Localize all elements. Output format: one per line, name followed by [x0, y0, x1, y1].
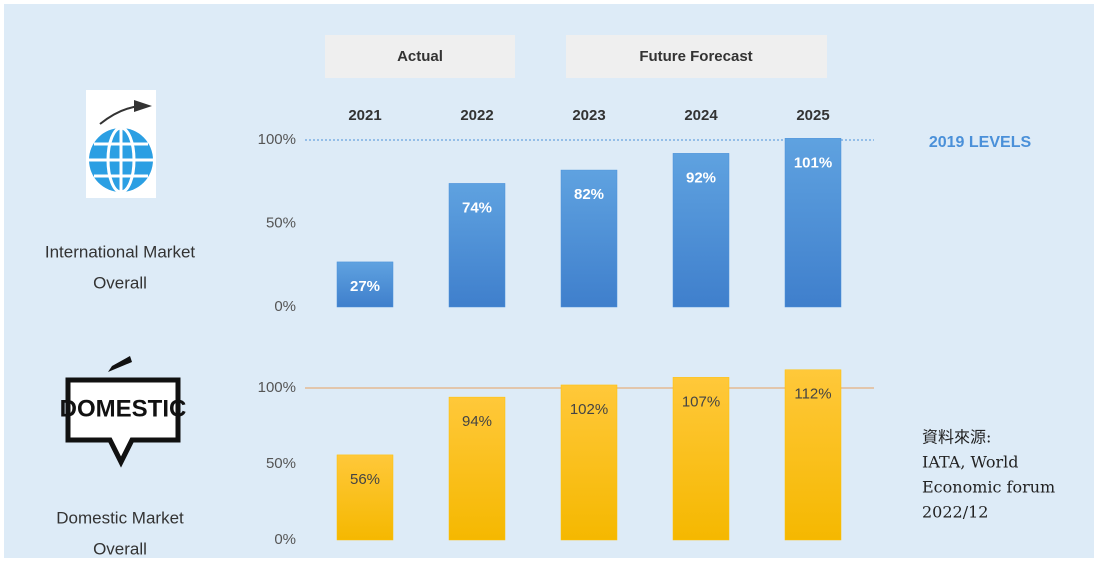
bar [672, 377, 730, 541]
bar [560, 169, 618, 308]
svg-text:DOMESTIC: DOMESTIC [60, 395, 187, 422]
y-tick-label: 100% [258, 131, 296, 148]
y-tick-label: 50% [266, 455, 296, 472]
header-box [325, 35, 515, 78]
value-label: 74% [462, 199, 492, 216]
value-label: 94% [462, 413, 492, 430]
y-tick-label: 0% [274, 298, 296, 315]
source-line: IATA, World [922, 453, 1019, 472]
bar [672, 153, 730, 308]
market-label: International Market [45, 242, 196, 261]
bar [448, 396, 506, 541]
source-line: Economic forum [922, 478, 1055, 497]
value-label: 107% [682, 393, 720, 410]
header-actual: Actual [397, 48, 443, 65]
header-forecast: Future Forecast [639, 48, 752, 65]
value-label: 101% [794, 154, 832, 171]
source-line: 資料來源: [922, 428, 991, 447]
reference-label: 2019 LEVELS [929, 134, 1032, 151]
market-label: Domestic Market [56, 508, 184, 527]
bar [448, 183, 506, 308]
panel [4, 4, 1094, 558]
market-label: Overall [93, 539, 147, 558]
value-label: 27% [350, 278, 380, 295]
year-label: 2025 [796, 107, 829, 124]
value-label: 56% [350, 471, 380, 488]
bar [336, 261, 394, 308]
bar [784, 138, 842, 308]
bar [560, 384, 618, 541]
globe-icon [86, 90, 156, 198]
year-label: 2021 [348, 107, 381, 124]
y-tick-label: 100% [258, 379, 296, 396]
year-label: 2023 [572, 107, 605, 124]
source-line: 2022/12 [922, 503, 988, 522]
year-label: 2022 [460, 107, 493, 124]
y-tick-label: 0% [274, 531, 296, 548]
bar [336, 454, 394, 541]
year-label: 2024 [684, 107, 718, 124]
domestic-icon: DOMESTIC [60, 356, 187, 468]
value-label: 92% [686, 169, 716, 186]
value-label: 102% [570, 401, 608, 418]
value-label: 112% [794, 386, 831, 403]
y-tick-label: 50% [266, 214, 296, 231]
value-label: 82% [574, 186, 604, 203]
market-label: Overall [93, 273, 147, 292]
bar [784, 369, 842, 541]
header-box [566, 35, 827, 78]
